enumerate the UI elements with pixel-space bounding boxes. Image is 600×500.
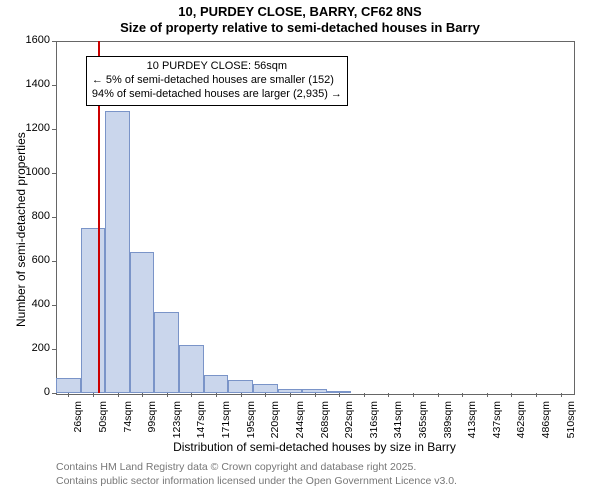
x-tick-label: 99sqm	[146, 401, 158, 461]
histogram-bar	[253, 384, 278, 393]
x-tick-mark	[561, 393, 562, 397]
x-tick-label: 389sqm	[442, 401, 454, 461]
chart-title: 10, PURDEY CLOSE, BARRY, CF62 8NS Size o…	[0, 0, 600, 37]
y-tick-mark	[52, 41, 56, 42]
x-tick-label: 413sqm	[466, 401, 478, 461]
x-tick-label: 26sqm	[72, 401, 84, 461]
annotation-line-2: ← 5% of semi-detached houses are smaller…	[92, 74, 342, 88]
x-tick-label: 292sqm	[343, 401, 355, 461]
y-tick-mark	[52, 261, 56, 262]
y-tick-label: 600	[16, 254, 50, 266]
x-tick-mark	[216, 393, 217, 397]
y-tick-label: 1200	[16, 122, 50, 134]
y-tick-mark	[52, 217, 56, 218]
histogram-bar	[81, 228, 106, 393]
x-tick-mark	[438, 393, 439, 397]
title-line-1: 10, PURDEY CLOSE, BARRY, CF62 8NS	[0, 4, 600, 20]
histogram-bar	[302, 389, 327, 393]
annotation-box: 10 PURDEY CLOSE: 56sqm← 5% of semi-detac…	[86, 56, 348, 105]
histogram-bar	[228, 380, 253, 393]
x-tick-label: 365sqm	[417, 401, 429, 461]
histogram-bar	[179, 345, 204, 393]
x-tick-label: 437sqm	[491, 401, 503, 461]
histogram-bar	[56, 378, 81, 393]
x-tick-mark	[413, 393, 414, 397]
y-tick-label: 1600	[16, 34, 50, 46]
x-tick-label: 486sqm	[540, 401, 552, 461]
x-tick-mark	[118, 393, 119, 397]
x-tick-label: 195sqm	[245, 401, 257, 461]
x-tick-mark	[536, 393, 537, 397]
x-tick-label: 316sqm	[368, 401, 380, 461]
x-tick-label: 123sqm	[171, 401, 183, 461]
x-tick-label: 510sqm	[565, 401, 577, 461]
y-tick-mark	[52, 173, 56, 174]
y-tick-mark	[52, 349, 56, 350]
x-tick-mark	[191, 393, 192, 397]
x-tick-label: 74sqm	[122, 401, 134, 461]
y-tick-label: 400	[16, 298, 50, 310]
footer-line-1: Contains HM Land Registry data © Crown c…	[56, 461, 457, 475]
annotation-line-1: 10 PURDEY CLOSE: 56sqm	[92, 60, 342, 74]
y-tick-label: 200	[16, 342, 50, 354]
x-tick-mark	[142, 393, 143, 397]
x-tick-label: 50sqm	[97, 401, 109, 461]
y-tick-mark	[52, 85, 56, 86]
histogram-bar	[130, 252, 155, 393]
histogram-bar	[204, 375, 229, 393]
y-tick-mark	[52, 305, 56, 306]
x-tick-mark	[315, 393, 316, 397]
footer-line-2: Contains public sector information licen…	[56, 475, 457, 489]
x-tick-label: 171sqm	[220, 401, 232, 461]
x-tick-mark	[241, 393, 242, 397]
x-tick-label: 244sqm	[294, 401, 306, 461]
x-tick-mark	[364, 393, 365, 397]
x-tick-mark	[339, 393, 340, 397]
y-tick-mark	[52, 129, 56, 130]
y-tick-label: 0	[16, 386, 50, 398]
x-tick-mark	[68, 393, 69, 397]
x-tick-label: 220sqm	[269, 401, 281, 461]
y-tick-label: 800	[16, 210, 50, 222]
title-line-2: Size of property relative to semi-detach…	[0, 20, 600, 36]
x-tick-mark	[487, 393, 488, 397]
x-tick-mark	[462, 393, 463, 397]
y-tick-label: 1000	[16, 166, 50, 178]
x-tick-mark	[290, 393, 291, 397]
y-tick-label: 1400	[16, 78, 50, 90]
histogram-bar	[154, 312, 179, 393]
x-tick-label: 462sqm	[515, 401, 527, 461]
x-tick-mark	[511, 393, 512, 397]
histogram-bar	[105, 111, 130, 393]
annotation-line-3: 94% of semi-detached houses are larger (…	[92, 88, 342, 102]
histogram-bar	[278, 389, 303, 393]
histogram-bar	[327, 391, 352, 393]
x-tick-label: 268sqm	[319, 401, 331, 461]
y-tick-mark	[52, 393, 56, 394]
x-tick-mark	[93, 393, 94, 397]
x-tick-mark	[167, 393, 168, 397]
x-tick-mark	[388, 393, 389, 397]
x-tick-mark	[265, 393, 266, 397]
footer-attribution: Contains HM Land Registry data © Crown c…	[56, 461, 457, 488]
x-tick-label: 147sqm	[195, 401, 207, 461]
x-tick-label: 341sqm	[392, 401, 404, 461]
